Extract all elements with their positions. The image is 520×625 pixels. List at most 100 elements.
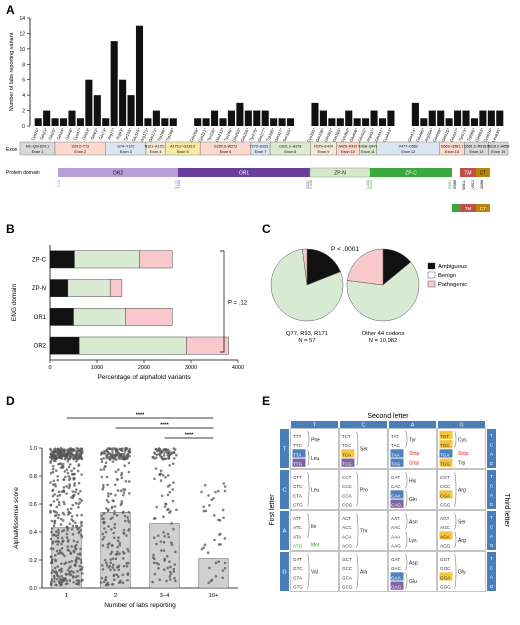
e-brace xyxy=(453,472,457,507)
e-brace xyxy=(404,472,408,489)
d-data-point xyxy=(77,452,81,456)
e-col-band xyxy=(340,421,387,428)
d-data-point xyxy=(56,533,60,537)
d-data-point xyxy=(50,580,53,584)
d-data-point xyxy=(214,574,218,578)
d-data-point xyxy=(57,463,60,466)
d-y-tick-label: 0.6 xyxy=(29,502,37,508)
a-bar xyxy=(253,110,261,126)
d-data-point xyxy=(118,541,122,545)
a-exon-range: M1–Q3+S24.1 xyxy=(26,145,49,149)
a-codon-label: Gln515* xyxy=(440,127,451,143)
e-codon: CTT xyxy=(293,475,302,480)
e-third-band xyxy=(487,470,496,509)
d-data-point xyxy=(128,447,132,451)
e-amino-acid: Asn xyxy=(409,519,418,525)
d-data-point xyxy=(166,493,170,497)
d-data-point xyxy=(80,579,84,583)
d-data-point xyxy=(55,505,59,509)
a-exon-track-label: Exon xyxy=(6,147,18,153)
d-data-point xyxy=(152,553,155,557)
a-bar xyxy=(43,110,51,126)
d-y-axis-label: AlphaMissense score xyxy=(13,487,20,549)
d-data-point xyxy=(108,542,111,545)
d-data-point xyxy=(165,579,168,583)
d-data-point xyxy=(127,529,130,532)
d-data-point xyxy=(159,472,163,476)
d-data-point xyxy=(74,490,77,494)
a-bar xyxy=(470,118,479,126)
d-data-point xyxy=(123,488,127,491)
d-data-point xyxy=(51,568,55,572)
d-data-point xyxy=(105,507,108,510)
e-codon: ACG xyxy=(342,544,352,549)
b-bar-segment xyxy=(139,250,173,269)
d-data-point xyxy=(50,571,53,575)
e-codon: GTG xyxy=(293,585,303,590)
a-bar xyxy=(487,110,495,126)
d-data-point xyxy=(109,558,113,561)
a-codon-label: Tyr270* xyxy=(248,127,259,142)
d-data-point xyxy=(80,499,84,502)
e-codon: ACT xyxy=(342,516,351,521)
d-data-point xyxy=(75,558,78,561)
c-pie-slice xyxy=(306,248,341,286)
e-brace xyxy=(355,472,359,507)
d-data-point xyxy=(102,457,105,460)
e-codon: CGG xyxy=(440,503,451,508)
e-codon: GTA xyxy=(293,575,303,580)
a-exon-name: Exon 1 xyxy=(32,150,44,154)
e-brace xyxy=(404,554,408,571)
a-domain-start: N444 xyxy=(369,180,373,189)
e-codon: AAG xyxy=(391,544,401,549)
e-codon: TTG xyxy=(293,462,303,467)
d-data-point xyxy=(166,566,170,570)
e-amino-acid: Lys xyxy=(409,538,417,544)
a-codon-label: Gln441* xyxy=(374,127,385,143)
a-exon-name: Exon 4 xyxy=(150,150,162,154)
d-significance-label: **** xyxy=(136,413,145,419)
a-domain-end: L443 xyxy=(366,180,370,188)
a-codon-label: Arg77* xyxy=(106,127,116,141)
d-data-point xyxy=(71,524,75,528)
d-data-point xyxy=(172,450,176,454)
d-data-point xyxy=(102,452,106,455)
d-y-tick-label: 0.4 xyxy=(29,530,37,536)
a-bar xyxy=(370,110,378,126)
d-data-point xyxy=(111,499,114,502)
d-data-point xyxy=(67,486,71,490)
e-codon: ATA xyxy=(293,534,302,539)
d-data-point xyxy=(65,526,69,529)
e-codon: GAT xyxy=(391,557,400,562)
a-bar xyxy=(76,118,84,126)
d-category-label: 10+ xyxy=(209,593,219,599)
e-codon: CAG xyxy=(391,503,401,508)
d-data-point xyxy=(77,492,80,495)
e-third-letter: G xyxy=(490,584,494,590)
b-x-tick-label: 3000 xyxy=(185,365,197,371)
a-exon-range: G563–G581.1 xyxy=(441,145,464,149)
c-pie-slice xyxy=(270,249,344,322)
d-data-point xyxy=(69,573,73,577)
d-data-point xyxy=(67,474,71,478)
d-data-point xyxy=(102,535,106,539)
panel-c-letter: C xyxy=(262,222,271,236)
d-data-point xyxy=(118,447,121,451)
d-data-point xyxy=(122,552,126,555)
d-data-point xyxy=(78,449,82,453)
a-y-axis-label: Number of labs reporting variant xyxy=(9,32,15,111)
e-brace xyxy=(306,472,310,507)
d-data-point xyxy=(114,470,118,474)
d-y-tick-label: 1.0 xyxy=(29,446,37,452)
d-data-point xyxy=(80,572,84,575)
d-data-point xyxy=(51,453,54,456)
a-bar xyxy=(202,118,210,126)
d-data-point xyxy=(56,498,59,501)
e-amino-acid: Cys xyxy=(458,437,467,443)
d-data-point xyxy=(103,465,106,469)
a-codon-label: Trp305* xyxy=(265,127,276,142)
d-data-point xyxy=(125,564,129,568)
b-category-label: ZP-N xyxy=(32,286,46,292)
e-codon: TAG xyxy=(391,462,401,467)
d-data-point xyxy=(70,469,73,473)
